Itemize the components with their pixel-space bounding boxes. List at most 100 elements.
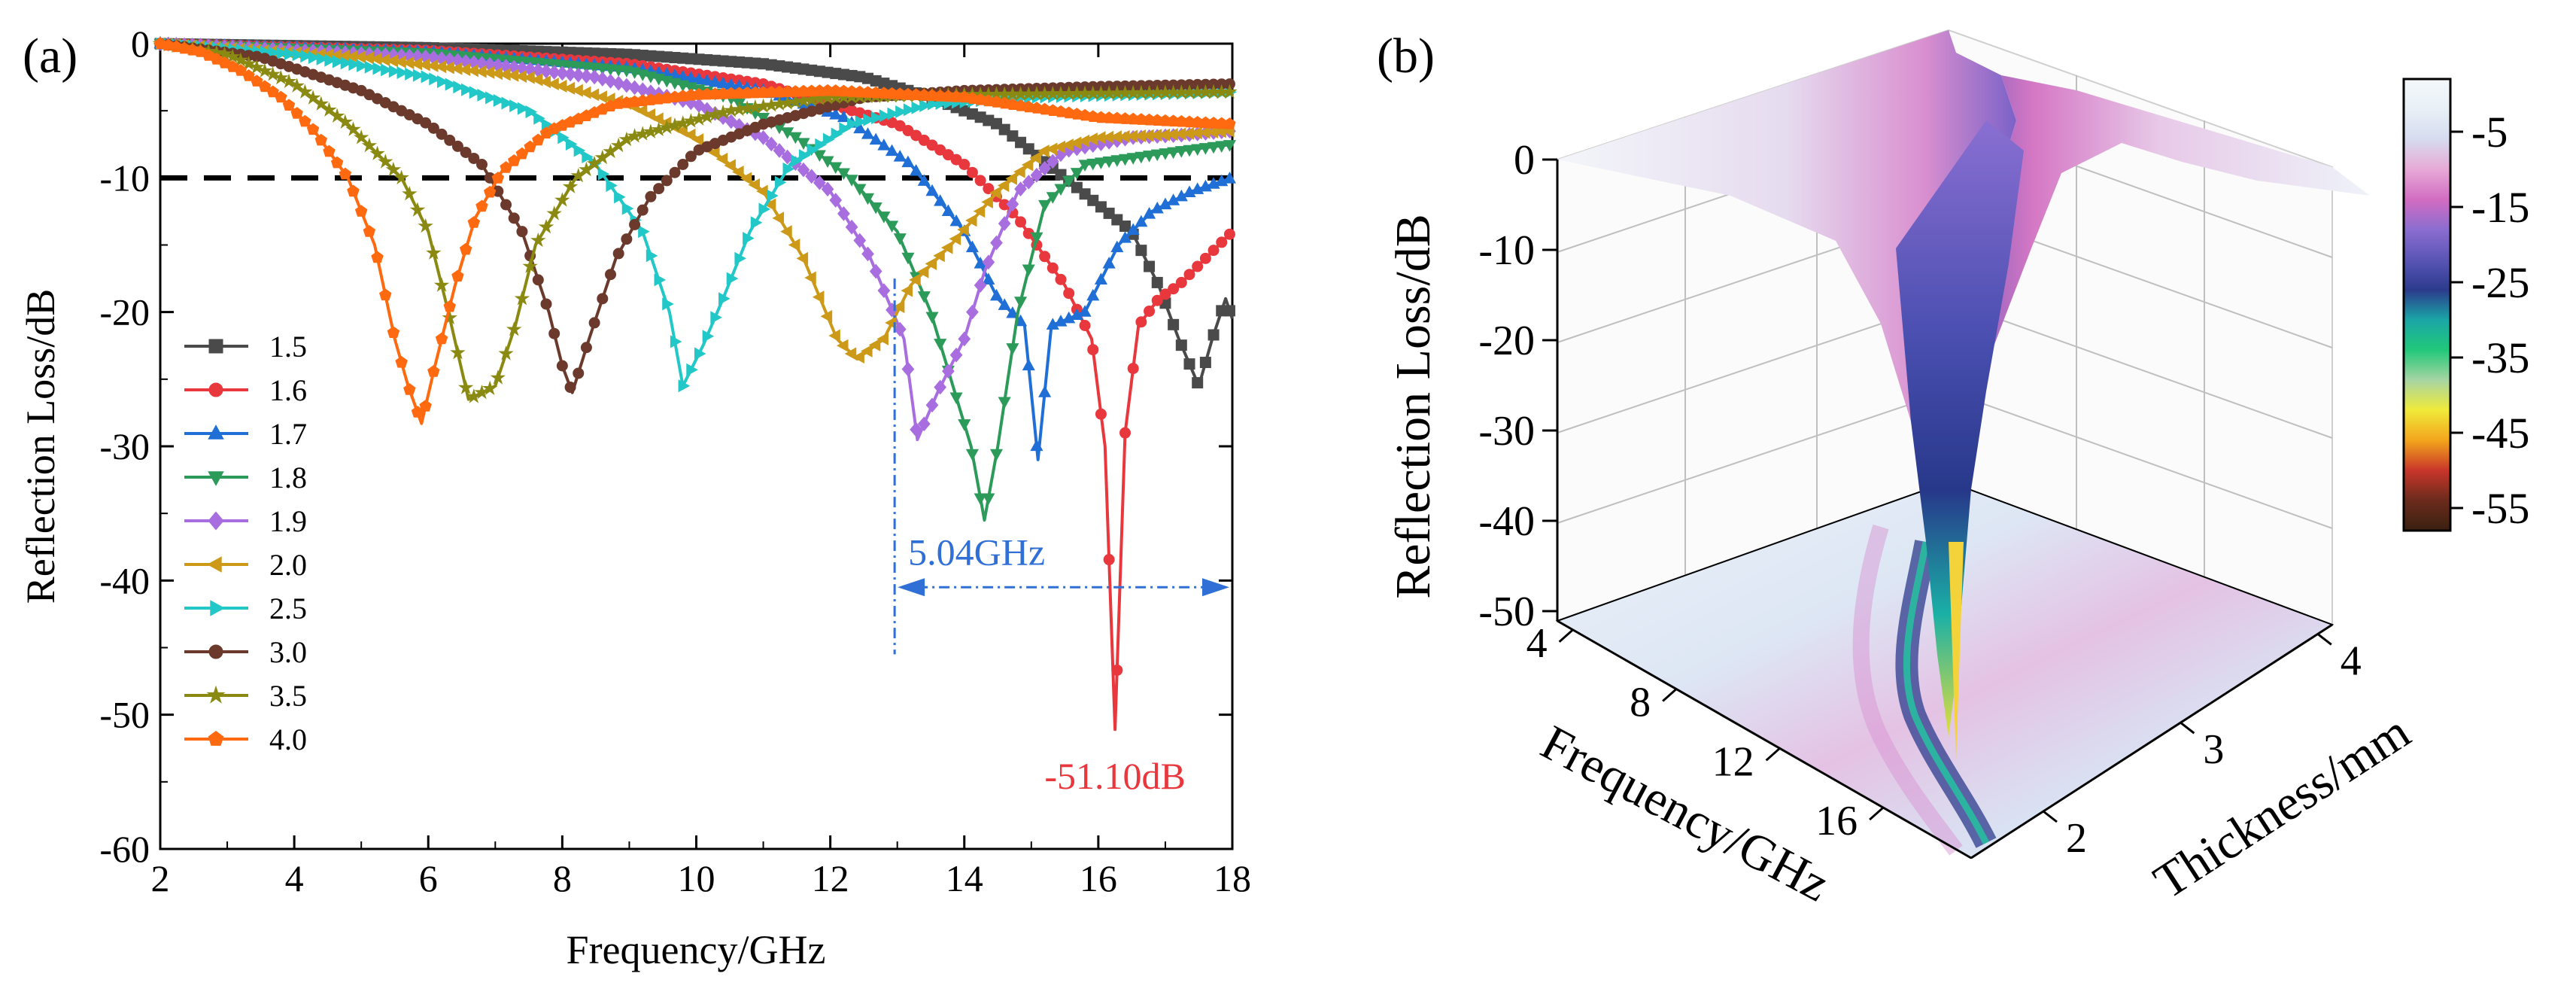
data-point-1.9 (966, 304, 979, 320)
data-point-2.0 (892, 300, 905, 314)
data-point-2.5 (791, 154, 803, 168)
data-point-2.5 (606, 178, 618, 193)
data-point-3.0 (661, 175, 673, 187)
data-point-3.0 (556, 360, 568, 372)
data-point-1.5 (1144, 260, 1156, 272)
data-point-1.7 (893, 150, 907, 162)
bandwidth-arrow-left (898, 578, 925, 597)
data-point-1.5 (1151, 276, 1163, 288)
data-point-3.0 (669, 166, 681, 178)
data-point-1.7 (1022, 358, 1035, 371)
data-point-3.5 (281, 73, 297, 88)
data-point-1.9 (949, 347, 963, 363)
y-tick-label: -50 (99, 694, 150, 736)
data-point-1.8 (829, 162, 843, 175)
data-point-1.8 (1118, 154, 1132, 166)
data-point-2.0 (772, 211, 785, 225)
data-point-1.6 (1175, 276, 1187, 288)
data-point-2.0 (933, 249, 945, 263)
data-point-2.5 (743, 232, 755, 245)
data-point-1.9 (1030, 167, 1043, 183)
data-point-3.5 (385, 161, 402, 177)
data-point-2.0 (957, 223, 969, 236)
data-point-2.5 (887, 107, 900, 120)
minimum-rl-label: -51.10dB (1044, 755, 1186, 797)
data-point-1.9 (958, 331, 971, 347)
data-point-4.0 (443, 300, 456, 312)
data-point-1.8 (1150, 149, 1164, 162)
data-point-3.5 (265, 66, 281, 81)
data-point-1.8 (1143, 151, 1156, 163)
data-point-1.8 (901, 252, 915, 265)
legend-label: 2.5 (269, 592, 307, 625)
y-tick-label: -60 (99, 828, 150, 870)
x-tick-mark-b (1765, 747, 1781, 762)
data-point-3.5 (538, 219, 554, 234)
data-point-3.5 (378, 154, 393, 169)
data-point-2.5 (903, 103, 916, 117)
data-point-1.8 (989, 449, 1004, 461)
data-point-3.5 (329, 108, 345, 123)
data-point-1.7 (925, 184, 939, 196)
data-point-1.6 (1208, 245, 1220, 257)
data-point-3.0 (685, 151, 697, 163)
data-point-2.0 (916, 265, 929, 278)
data-point-3.5 (683, 113, 699, 128)
data-point-2.0 (812, 291, 825, 304)
data-point-2.5 (372, 62, 385, 75)
data-point-1.8 (853, 184, 867, 196)
legend-label: 1.8 (269, 461, 307, 494)
data-point-2.5 (573, 144, 586, 157)
x-axis-title-a: Frequency/GHz (567, 927, 826, 972)
data-point-2.0 (523, 71, 535, 84)
data-point-2.5 (670, 335, 682, 348)
data-point-2.0 (1037, 145, 1050, 158)
data-point-3.5 (490, 370, 506, 385)
data-point-1.8 (1159, 148, 1172, 160)
data-point-2.0 (973, 205, 986, 218)
data-point-1.7 (1030, 439, 1043, 452)
data-point-1.7 (934, 194, 947, 206)
data-point-1.8 (861, 193, 875, 205)
data-point-2.0 (683, 128, 696, 141)
data-point-2.5 (324, 53, 336, 67)
data-point-1.8 (1094, 157, 1107, 169)
plot-a-axes: 2 4 6 8 10 12 14 16 18 0 -10 -20 -30 -40 -50 -60 (99, 23, 1251, 899)
data-point-3.5 (498, 345, 514, 361)
data-point-2.0 (852, 350, 864, 364)
data-point-3.5 (313, 96, 329, 111)
data-point-2.5 (702, 330, 715, 343)
data-point-4.0 (323, 145, 336, 157)
data-point-1.7 (917, 174, 931, 186)
data-point-4.0 (371, 251, 384, 263)
data-point-1.9 (934, 379, 947, 395)
data-point-3.0 (580, 342, 592, 354)
legend-label: 1.7 (269, 417, 307, 451)
data-point-2.0 (1062, 138, 1074, 152)
data-point-1.6 (1192, 260, 1204, 272)
data-point-2.0 (635, 104, 648, 117)
data-point-1.9 (910, 421, 922, 437)
y-tick-mark-b (2180, 722, 2195, 735)
data-point-3.5 (224, 48, 241, 64)
data-point-2.5 (421, 70, 433, 84)
data-point-2.0 (732, 165, 744, 179)
data-point-2.0 (901, 284, 913, 297)
data-point-2.0 (1069, 136, 1082, 150)
data-point-2.5 (879, 109, 892, 123)
legend-label: 1.6 (269, 373, 307, 407)
z-axis-title-b: Reflection Loss/dB (1386, 214, 1441, 598)
data-point-1.8 (1022, 264, 1035, 277)
data-point-1.7 (1110, 240, 1124, 253)
z-tick-label: -40 (1478, 498, 1535, 545)
data-point-4.0 (282, 99, 296, 111)
data-point-1.7 (853, 121, 867, 134)
legend-label: 2.0 (269, 548, 307, 582)
data-point-3.0 (645, 190, 657, 202)
z-tick-label: 0 (1514, 137, 1535, 184)
plot-a-series (152, 35, 1238, 732)
data-point-1.9 (982, 254, 995, 270)
data-point-3.0 (621, 233, 633, 245)
data-point-2.0 (652, 112, 664, 126)
data-point-1.8 (965, 449, 979, 461)
